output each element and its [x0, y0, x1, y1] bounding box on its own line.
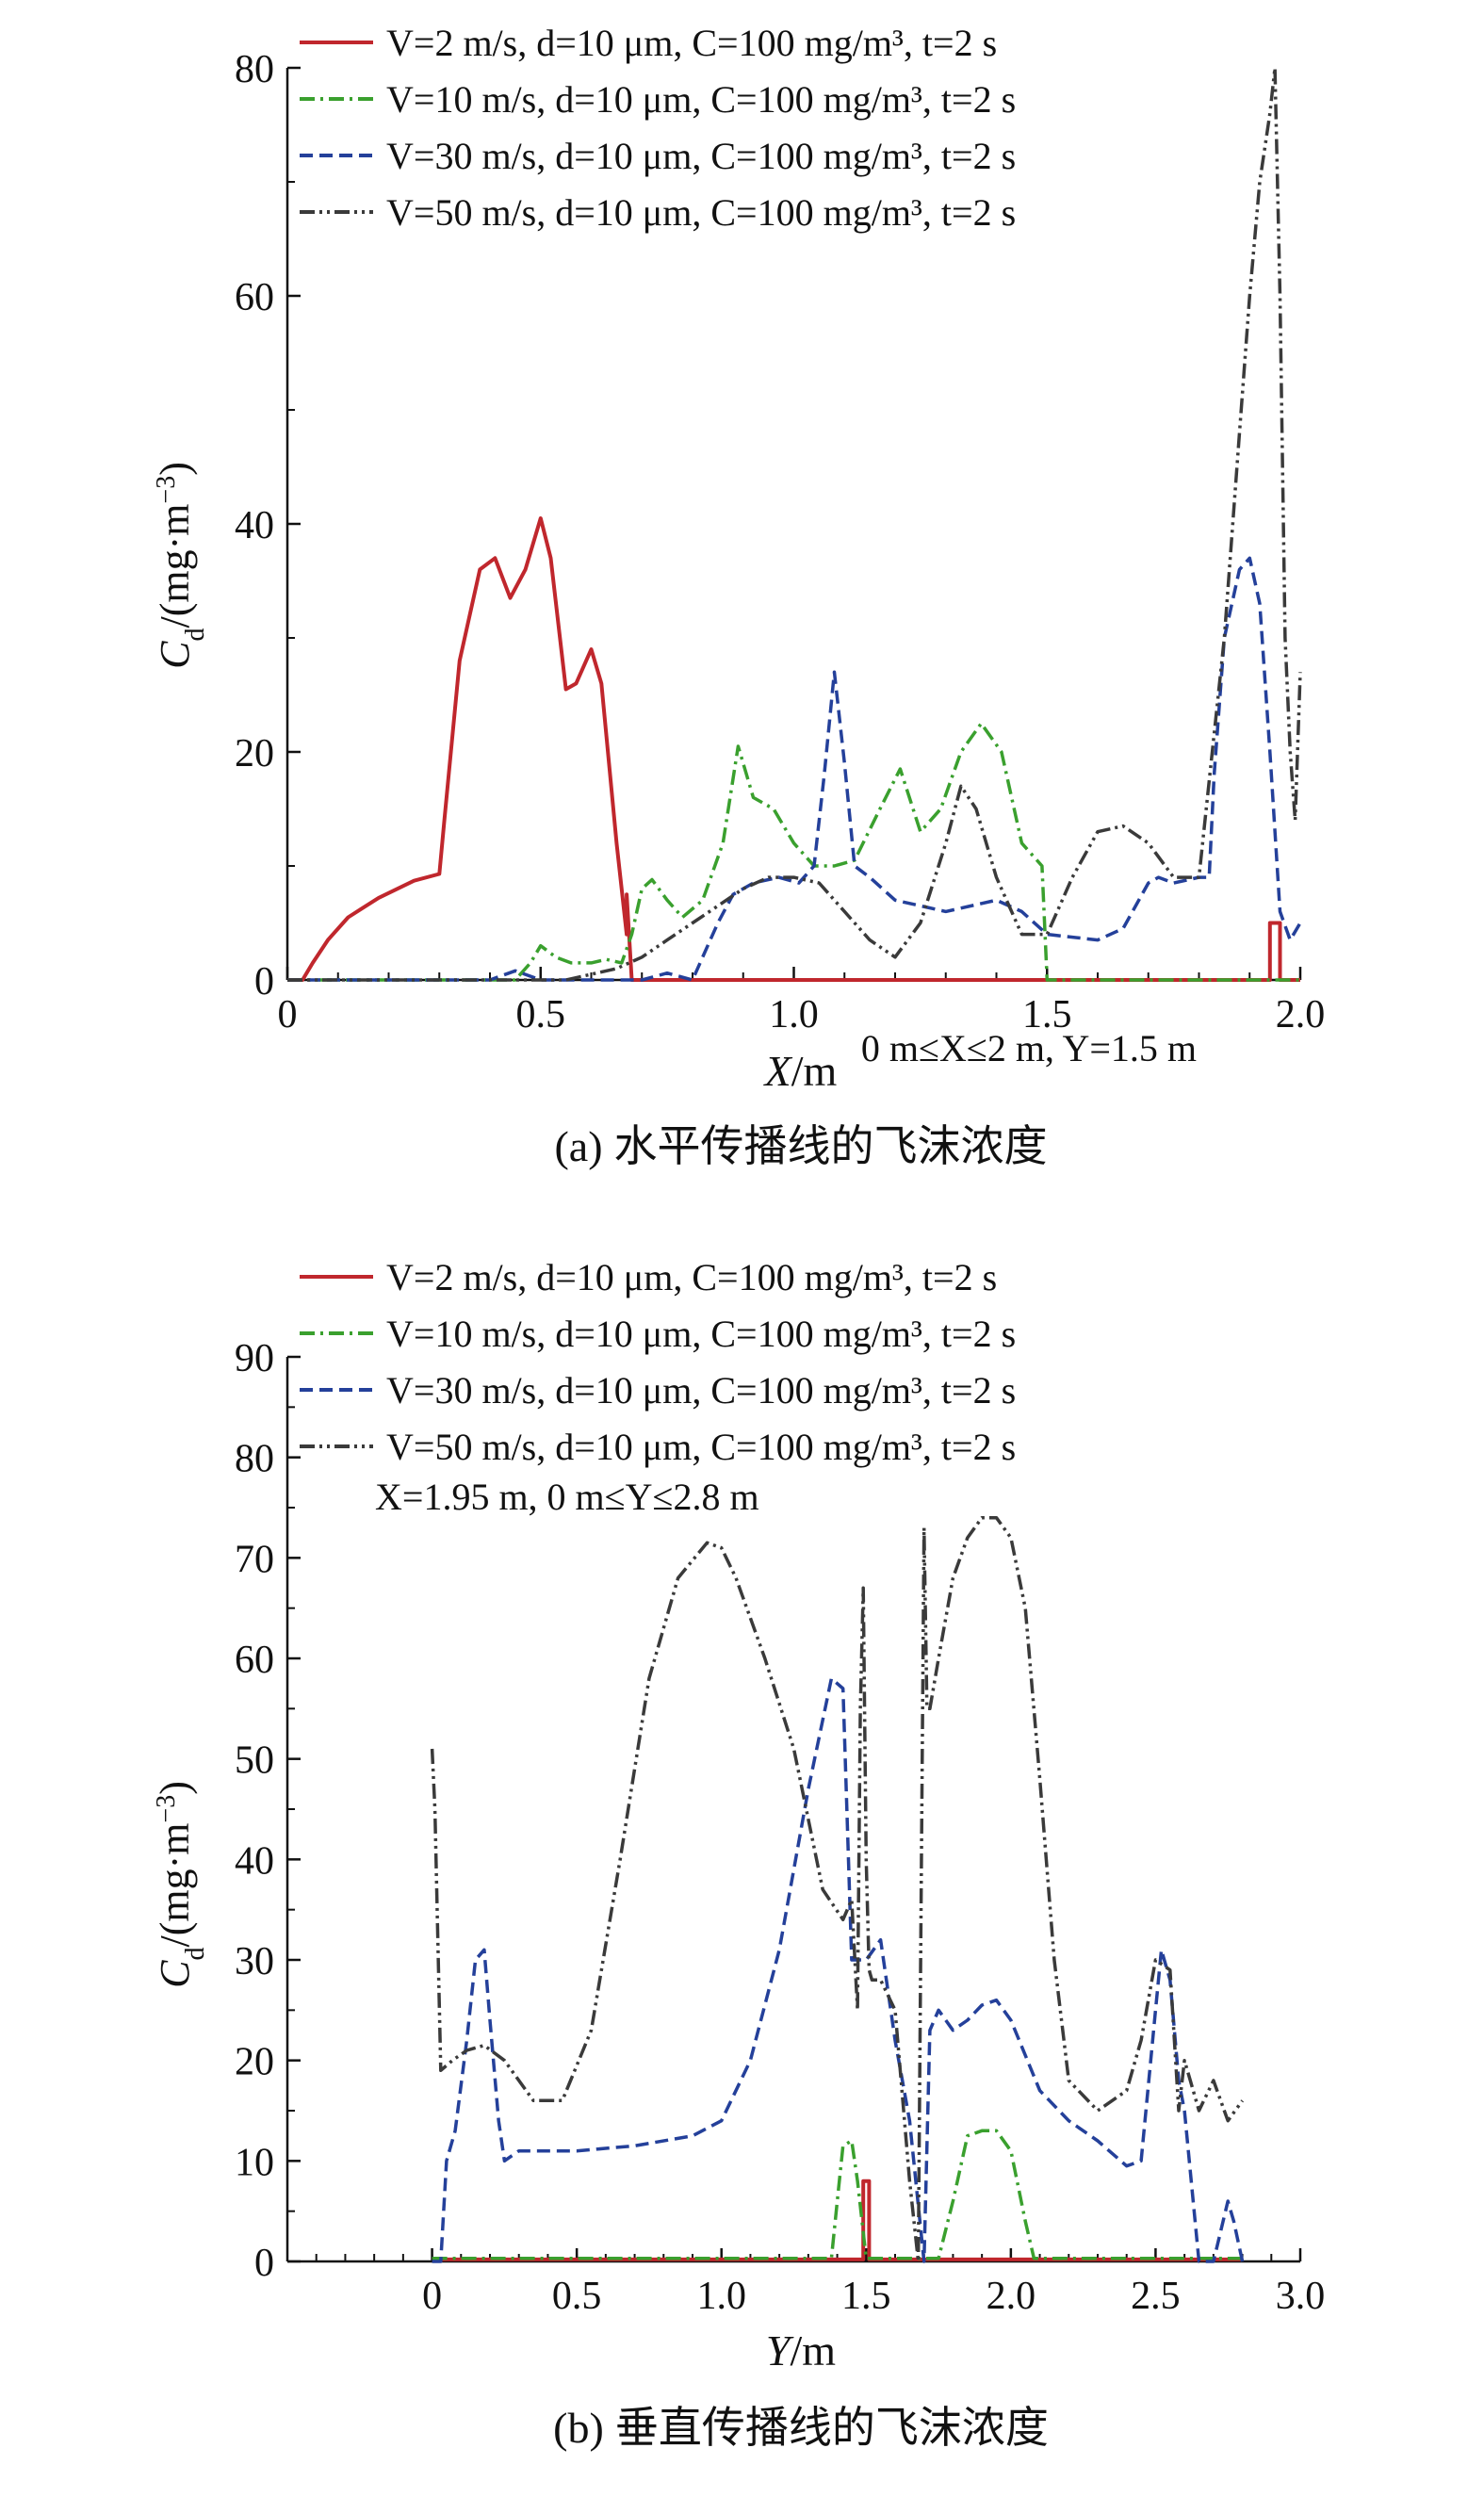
legend-label-v10: V=10 m/s, d=10 μm, C=100 mg/m³, t=2 s	[386, 1313, 1016, 1355]
legend-label-v2: V=2 m/s, d=10 μm, C=100 mg/m³, t=2 s	[386, 22, 997, 64]
chart-a-axes: 0 20 40 60 80 0 0.5 1.0 1.5 2.0	[235, 48, 1325, 1036]
legend-label-v10: V=10 m/s, d=10 μm, C=100 mg/m³, t=2 s	[386, 78, 1016, 121]
series-line-v10	[432, 2129, 1243, 2260]
legend-label-v30: V=30 m/s, d=10 μm, C=100 mg/m³, t=2 s	[386, 135, 1016, 177]
series-line-v30	[432, 1676, 1245, 2263]
chart-a-legend: V=2 m/s, d=10 μm, C=100 mg/m³, t=2 s V=10…	[300, 22, 1016, 234]
chart-a-ylabel: Cd/(mg·m−3)	[152, 462, 210, 669]
series-line-v2	[432, 2179, 1243, 2261]
y-tick-label: 30	[235, 1940, 274, 1983]
legend-label-v50: V=50 m/s, d=10 μm, C=100 mg/m³, t=2 s	[386, 191, 1016, 234]
series-line-v50	[430, 1515, 1245, 2263]
chart-b-legend: V=2 m/s, d=10 μm, C=100 mg/m³, t=2 s V=10…	[300, 1256, 1016, 1468]
y-tick-label: 20	[235, 2041, 274, 2084]
x-tick-label: 1.5	[841, 2275, 891, 2318]
chart-panel-a: 0 20 40 60 80 0 0.5 1.0 1.5 2.0 V=2 m/s, d=10 μm,…	[152, 22, 1326, 1170]
y-tick-label: 20	[235, 732, 274, 775]
x-tick-label: 2.0	[1276, 993, 1326, 1036]
series-line-v10	[287, 722, 1300, 982]
x-tick-label: 2.0	[987, 2275, 1036, 2318]
y-tick-label: 40	[235, 1839, 274, 1883]
series-line-v2	[287, 516, 1300, 982]
x-tick-label: 1.0	[769, 993, 819, 1036]
y-tick-label: 90	[235, 1337, 274, 1380]
chart-a-caption: (a) 水平传播线的飞沫浓度	[554, 1122, 1047, 1170]
chart-a-xlabel: X/m	[763, 1047, 838, 1095]
x-tick-label: 1.5	[1022, 993, 1072, 1036]
x-tick-label: 0.5	[516, 993, 566, 1036]
legend-label-v50: V=50 m/s, d=10 μm, C=100 mg/m³, t=2 s	[386, 1426, 1016, 1468]
x-tick-label: 2.5	[1131, 2275, 1181, 2318]
series-line-v50	[287, 66, 1302, 982]
legend-label-v2: V=2 m/s, d=10 μm, C=100 mg/m³, t=2 s	[386, 1256, 997, 1298]
y-tick-label: 70	[235, 1538, 274, 1581]
x-tick-label: 1.0	[696, 2275, 746, 2318]
x-tick-label: 0	[278, 993, 298, 1036]
x-tick-label: 3.0	[1276, 2275, 1326, 2318]
series-line-v30	[287, 556, 1302, 982]
y-tick-label: 10	[235, 2141, 274, 2184]
chart-b-ylabel: Cd/(mg·m−3)	[152, 1781, 210, 1988]
y-tick-label: 80	[235, 48, 274, 91]
y-tick-label: 60	[235, 1639, 274, 1682]
chart-panel-b: 0 10 20 30 40 50 60 70 80 90 0 0.5 1.0 1.5 2.0 2.5 3.0 V…	[152, 1256, 1326, 2452]
y-tick-label: 60	[235, 276, 274, 319]
x-tick-label: 0.5	[552, 2275, 602, 2318]
y-tick-label: 80	[235, 1438, 274, 1481]
y-tick-label: 40	[235, 504, 274, 547]
x-tick-label: 0	[422, 2275, 442, 2318]
chart-b-annotation: X=1.95 m, 0 m≤Y≤2.8 m	[375, 1476, 759, 1518]
chart-a-annotation: 0 m≤X≤2 m, Y=1.5 m	[861, 1027, 1197, 1069]
legend-label-v30: V=30 m/s, d=10 μm, C=100 mg/m³, t=2 s	[386, 1369, 1016, 1412]
chart-b-caption: (b) 垂直传播线的飞沫浓度	[553, 2404, 1049, 2452]
y-tick-label: 0	[254, 2242, 274, 2285]
y-tick-label: 0	[254, 960, 274, 1004]
y-tick-label: 50	[235, 1739, 274, 1783]
chart-b-xlabel: Y/m	[766, 2326, 836, 2375]
chart-b-series	[430, 1515, 1245, 2263]
chart-a-series	[287, 66, 1302, 982]
